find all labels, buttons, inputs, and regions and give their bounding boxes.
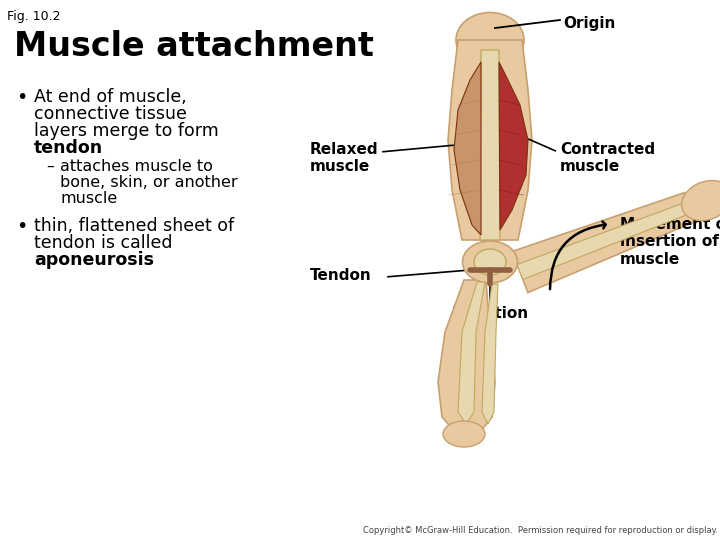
Text: Movement of
insertion of
muscle: Movement of insertion of muscle [620,217,720,267]
Text: At end of muscle,: At end of muscle, [34,88,186,106]
Text: connective tissue: connective tissue [34,105,187,123]
Text: Relaxed
muscle: Relaxed muscle [310,142,379,174]
Text: layers merge to form: layers merge to form [34,122,219,140]
Text: –: – [46,159,53,174]
Ellipse shape [443,421,485,447]
Polygon shape [517,201,692,280]
Text: attaches muscle to: attaches muscle to [60,159,213,174]
Text: •: • [16,88,27,107]
Text: Insertion: Insertion [451,306,528,321]
Ellipse shape [456,12,524,68]
Text: Tendon: Tendon [310,268,372,283]
Polygon shape [499,62,528,230]
Ellipse shape [462,241,518,283]
Text: aponeurosis: aponeurosis [34,251,154,269]
Text: Origin: Origin [563,16,616,31]
Text: tendon: tendon [34,139,103,157]
Polygon shape [448,40,532,240]
Text: Muscle attachment: Muscle attachment [14,30,374,63]
Polygon shape [512,193,696,293]
Text: Fig. 10.2: Fig. 10.2 [7,10,60,23]
Ellipse shape [682,180,720,221]
Polygon shape [482,284,498,424]
Polygon shape [438,280,495,432]
Text: Contracted
muscle: Contracted muscle [560,142,655,174]
Ellipse shape [474,249,506,275]
Text: tendon is called: tendon is called [34,234,173,252]
Text: •: • [16,217,27,236]
Text: Copyright© McGraw-Hill Education.  Permission required for reproduction or displ: Copyright© McGraw-Hill Education. Permis… [363,526,718,535]
Polygon shape [458,282,485,424]
Text: bone, skin, or another: bone, skin, or another [60,175,238,190]
Text: muscle: muscle [60,191,117,206]
Polygon shape [454,62,481,235]
Text: thin, flattened sheet of: thin, flattened sheet of [34,217,234,235]
Polygon shape [480,50,500,240]
